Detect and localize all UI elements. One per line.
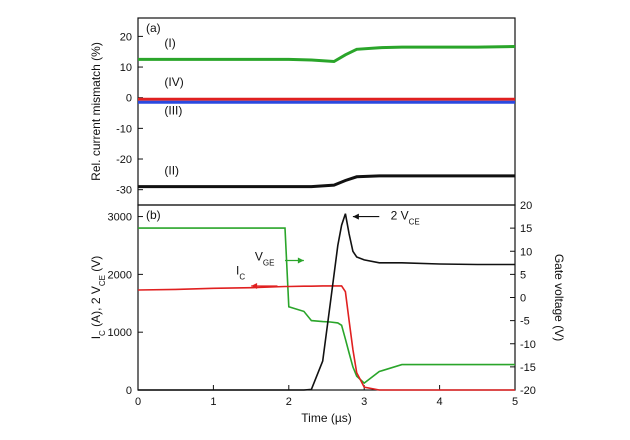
x-tick-label: 4 [437, 396, 443, 408]
y-tick-label: 0 [126, 385, 132, 397]
y-tick-label: 3000 [108, 212, 132, 224]
series-label: VGE [255, 250, 275, 268]
series-label-sub: CE [409, 217, 420, 226]
annotation-arrowhead [352, 213, 359, 220]
series-label-name: (IV) [164, 75, 183, 89]
panel-label: (a) [146, 21, 161, 35]
x-tick-label: 0 [135, 396, 141, 408]
y-tick-label: 0 [126, 93, 132, 105]
y2-tick-label: -5 [520, 316, 530, 328]
series-label-name: (II) [164, 163, 179, 177]
x-tick-label: 5 [512, 396, 518, 408]
series-label-name: 2 V [391, 208, 409, 222]
series-label: (II) [164, 163, 179, 177]
y2-tick-label: 10 [520, 246, 532, 258]
series-label: (I) [164, 36, 175, 50]
series-label: 2 VCE [391, 208, 420, 226]
data-line [138, 213, 515, 391]
series-label-name: (I) [164, 36, 175, 50]
y-tick-label: -10 [116, 123, 132, 135]
y-axis-label-part: I [89, 336, 103, 339]
y-axis-label-part: (V) [89, 256, 103, 275]
y-axis-label: Rel. current mismatch (%) [89, 42, 103, 181]
y-tick-label: 2000 [108, 269, 132, 281]
series-label: (IV) [164, 75, 183, 89]
x-tick-label: 3 [361, 396, 367, 408]
y-tick-label: -30 [116, 185, 132, 197]
series-label-sub: C [239, 272, 245, 281]
annotation-arrowhead [251, 282, 258, 289]
series-label-name: I [236, 263, 239, 277]
series-label-sub: GE [263, 258, 275, 267]
data-line [138, 174, 515, 189]
y2-tick-label: 5 [520, 269, 526, 281]
data-line [138, 45, 516, 64]
y-axis-label-part: C [98, 330, 107, 336]
annotation-arrowhead [297, 257, 304, 264]
y-axis-label: IC (A), 2 VCE (V) [89, 256, 107, 340]
x-tick-label: 2 [286, 396, 292, 408]
y2-tick-label: 0 [520, 293, 526, 305]
series-label: IC [236, 263, 245, 281]
y2-tick-label: -15 [520, 362, 536, 374]
x-axis-label: Time (µs) [301, 411, 351, 425]
panel-label: (b) [146, 208, 161, 222]
x-tick-label: 1 [210, 396, 216, 408]
y2-tick-label: -10 [520, 339, 536, 351]
y-tick-label: -20 [116, 154, 132, 166]
y2-tick-label: 15 [520, 223, 532, 235]
y-tick-label: 1000 [108, 327, 132, 339]
data-line [138, 227, 515, 385]
y2-axis-label: Gate voltage (V) [552, 254, 566, 341]
series-label-name: V [255, 250, 263, 264]
y-tick-label: 20 [120, 31, 132, 43]
plot-frame [137, 204, 516, 391]
series-label-name: (III) [164, 104, 182, 118]
y-tick-label: 10 [120, 62, 132, 74]
series-label: (III) [164, 104, 182, 118]
data-line [137, 285, 515, 391]
y2-tick-label: 20 [520, 200, 532, 212]
y-axis-label-part: (A), 2 V [89, 286, 103, 330]
y-axis-label-part: CE [98, 275, 107, 286]
y2-tick-label: -20 [520, 385, 536, 397]
